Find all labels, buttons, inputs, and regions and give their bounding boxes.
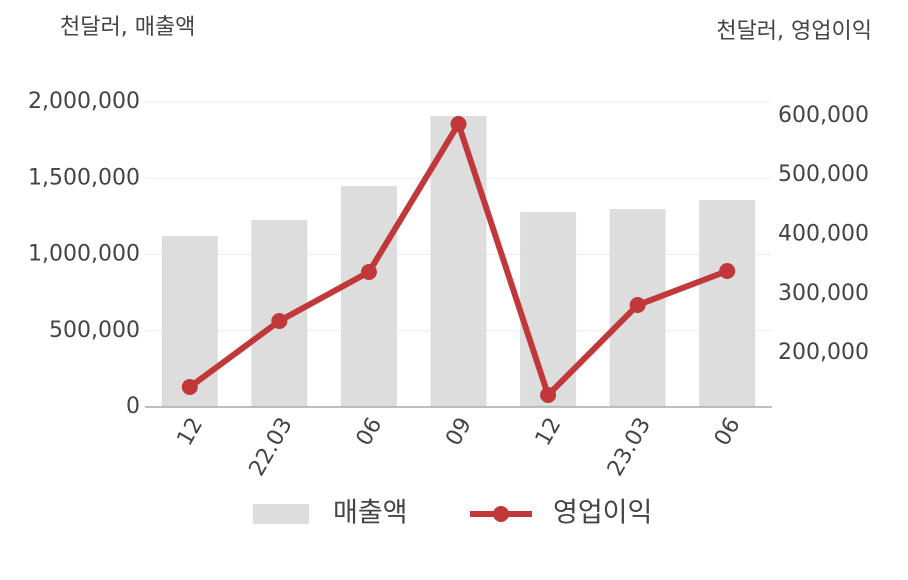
y-tick-label: 1,500,000 bbox=[28, 165, 140, 190]
line-point bbox=[360, 264, 377, 281]
legend-swatch-point bbox=[493, 506, 509, 522]
x-tick-label: 12 bbox=[173, 414, 209, 451]
y-tick-label: 0 bbox=[126, 394, 140, 419]
y-tick-label: 2,000,000 bbox=[28, 89, 140, 114]
x-tick-label: 09 bbox=[441, 414, 477, 451]
y2-tick-label: 600,000 bbox=[778, 103, 869, 128]
legend-label: 매출액 bbox=[333, 498, 408, 529]
line-point bbox=[181, 379, 198, 396]
y2-tick-label: 500,000 bbox=[778, 162, 869, 187]
x-tick-label: 22.03 bbox=[245, 414, 298, 481]
x-tick-label: 06 bbox=[352, 414, 388, 451]
bar bbox=[340, 186, 397, 407]
y-tick-label: 500,000 bbox=[49, 318, 140, 343]
line-point bbox=[450, 115, 467, 132]
bar bbox=[699, 200, 756, 407]
line-point bbox=[271, 313, 288, 330]
x-tick-label: 12 bbox=[531, 414, 567, 451]
y2-tick-label: 200,000 bbox=[778, 340, 869, 365]
y2-axis-title: 천달러, 영업이익 bbox=[716, 19, 872, 44]
y-tick-label: 1,000,000 bbox=[28, 242, 140, 267]
legend-swatch bbox=[253, 504, 309, 524]
line-point bbox=[540, 387, 557, 404]
bar bbox=[430, 116, 487, 407]
y2-tick-label: 300,000 bbox=[778, 281, 869, 306]
y2-tick-label: 400,000 bbox=[778, 222, 869, 247]
bar bbox=[161, 236, 218, 407]
y-axis-title: 천달러, 매출액 bbox=[60, 15, 195, 40]
line-point bbox=[719, 263, 736, 280]
legend-label: 영업이익 bbox=[553, 498, 652, 529]
x-tick-label: 06 bbox=[710, 414, 746, 451]
line-point bbox=[629, 297, 646, 314]
x-tick-label: 23.03 bbox=[603, 414, 656, 481]
